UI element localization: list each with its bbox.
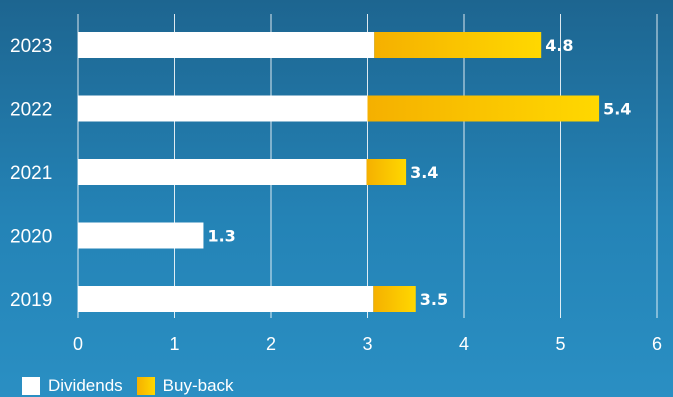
- x-tick-label: 5: [555, 334, 565, 354]
- bar-dividends-2023: [78, 32, 375, 58]
- y-tick-label-2021: 2021: [10, 163, 52, 184]
- x-tick-label: 1: [169, 334, 179, 354]
- x-tick-label: 6: [652, 334, 662, 354]
- y-tick-label-2022: 2022: [10, 100, 52, 121]
- y-tick-label-2020: 2020: [10, 227, 52, 248]
- x-axis-labels: 0 1 2 3 4 5 6: [73, 334, 662, 354]
- bar-dividends-2020: [78, 222, 204, 249]
- y-tick-label-2019: 2019: [10, 290, 52, 311]
- x-tick-label: 3: [362, 334, 372, 354]
- bar-dividends-2022: [78, 95, 368, 122]
- bar-dividends-2021: [78, 159, 367, 185]
- bar-dividends-2019: [78, 286, 374, 312]
- legend-item-buyback: Buy-back: [136, 376, 234, 396]
- legend-label-buyback: Buy-back: [162, 376, 234, 395]
- bar-buyback-2023: [374, 32, 542, 58]
- bar-buyback-2019: [373, 286, 416, 312]
- legend-label-dividends: Dividends: [48, 376, 123, 395]
- value-labels: 4.8 5.4 3.4 1.3 3.5: [207, 36, 631, 309]
- bar-buyback-2021: [366, 159, 407, 185]
- data-label-2022: 5.4: [603, 100, 631, 119]
- data-label-2019: 3.5: [420, 290, 448, 309]
- x-tick-label: 2: [266, 334, 276, 354]
- y-axis-labels: 2023 2022 2021 2020 2019: [10, 36, 52, 311]
- bar-buyback-2022: [367, 95, 600, 122]
- x-tick-label: 0: [73, 334, 83, 354]
- bars: [78, 32, 600, 312]
- data-label-2021: 3.4: [410, 163, 438, 182]
- data-label-2023: 4.8: [545, 36, 573, 55]
- legend-swatch-dividends: [22, 377, 40, 395]
- y-tick-label-2023: 2023: [10, 36, 52, 57]
- legend-swatch-buyback: [136, 377, 155, 395]
- legend-item-dividends: Dividends: [22, 376, 123, 396]
- x-tick-label: 4: [459, 334, 469, 354]
- data-label-2020: 1.3: [207, 227, 235, 246]
- legend: Dividends Buy-back: [22, 376, 234, 396]
